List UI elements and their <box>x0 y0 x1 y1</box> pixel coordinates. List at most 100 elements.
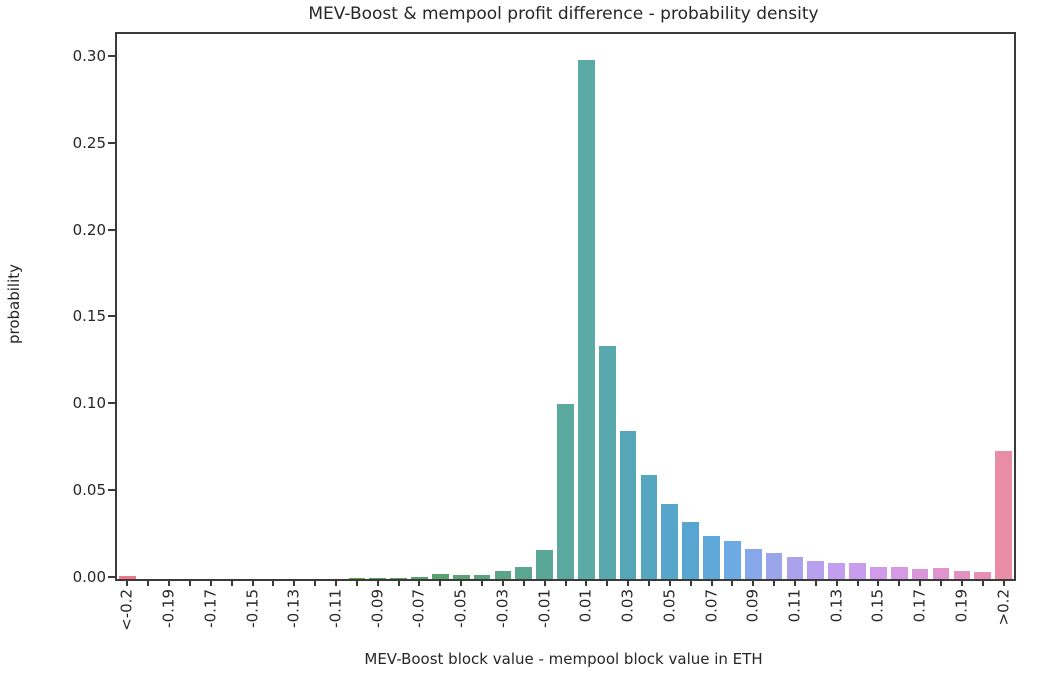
bar-0.06 <box>682 521 699 579</box>
x-tick-mark <box>585 579 588 586</box>
y-tick-mark <box>108 402 115 405</box>
plot-area <box>115 32 1016 581</box>
x-tick-mark <box>189 579 191 586</box>
bar->0.2 <box>995 450 1012 579</box>
x-tick-label: 0.13 <box>827 589 846 623</box>
bar--0.03 <box>494 571 512 579</box>
x-tick-mark <box>460 579 463 586</box>
x-tick-label: -0.05 <box>451 589 470 628</box>
y-tick-label: 0.15 <box>72 307 106 326</box>
bar-0.07 <box>703 535 720 579</box>
x-tick-mark <box>960 579 963 586</box>
bar--0.01 <box>536 549 553 579</box>
chart-title: MEV-Boost & mempool profit difference - … <box>308 4 819 24</box>
y-tick-mark <box>108 576 115 578</box>
x-tick-label: 0.03 <box>618 589 637 623</box>
bar-0.12 <box>807 560 825 579</box>
x-tick-label: -0.17 <box>201 589 220 628</box>
x-tick-mark <box>543 579 546 586</box>
bar-0.05 <box>661 504 679 579</box>
x-axis-label: MEV-Boost block value - mempool block va… <box>364 650 763 668</box>
y-tick-label: 0.10 <box>72 394 106 413</box>
x-tick-mark <box>939 579 942 586</box>
y-tick-label: 0.20 <box>72 220 106 239</box>
x-tick-label: -0.09 <box>368 589 387 628</box>
x-tick-mark <box>606 579 609 586</box>
bar-0.15 <box>870 566 887 579</box>
x-tick-mark <box>439 579 442 586</box>
x-tick-label: 0.15 <box>868 589 887 623</box>
x-tick-mark <box>522 579 525 586</box>
x-tick-mark <box>168 579 171 586</box>
x-tick-mark <box>710 579 713 586</box>
bar--0.02 <box>515 566 533 579</box>
x-tick-mark <box>668 579 671 586</box>
bar-0.11 <box>786 557 804 579</box>
y-tick-mark <box>108 141 115 144</box>
bar-0.2 <box>974 572 992 579</box>
x-tick-label: -0.15 <box>243 589 262 628</box>
x-tick-mark <box>793 579 796 586</box>
x-tick-mark <box>647 579 650 586</box>
x-tick-mark <box>209 579 212 586</box>
y-tick-mark <box>108 54 115 57</box>
x-tick-mark <box>752 579 755 586</box>
bar--0.06 <box>431 573 449 579</box>
x-tick-label: -0.03 <box>493 589 512 628</box>
x-tick-mark <box>376 579 379 586</box>
bars-layer <box>117 34 1014 579</box>
bar-0.16 <box>890 566 908 579</box>
y-axis-label: probability <box>5 263 23 345</box>
x-tick-mark <box>877 579 880 586</box>
bar-0.09 <box>744 548 762 579</box>
x-tick-mark <box>272 579 275 586</box>
bar-0.13 <box>828 563 846 579</box>
bar-<-0.2 <box>119 575 136 579</box>
x-tick-mark <box>293 579 296 586</box>
x-tick-mark <box>501 579 504 586</box>
bar--0.1 <box>348 578 366 579</box>
x-tick-mark <box>773 579 776 586</box>
x-tick-mark <box>397 579 400 586</box>
x-tick-mark <box>627 579 630 586</box>
x-tick-mark <box>147 579 150 586</box>
x-tick-mark <box>731 579 734 586</box>
x-tick-label: 0.17 <box>910 589 929 623</box>
bar--0.04 <box>473 574 491 579</box>
bar--0.11 <box>327 578 345 579</box>
bar-0.1 <box>765 552 783 579</box>
y-tick-mark <box>108 228 115 231</box>
x-tick-label: -0.19 <box>159 589 178 628</box>
bar--0.07 <box>411 577 428 579</box>
x-tick-label: -0.11 <box>326 589 345 628</box>
y-tick-label: 0.05 <box>72 481 106 500</box>
x-tick-mark <box>689 579 692 586</box>
bar--0.05 <box>452 574 470 579</box>
x-tick-mark <box>981 579 984 586</box>
x-tick-mark <box>230 579 233 586</box>
x-tick-mark <box>856 579 859 586</box>
bar-0.03 <box>619 431 637 579</box>
bar-0.02 <box>598 346 616 579</box>
bar-0.01 <box>578 59 595 579</box>
x-tick-label: 0.01 <box>576 589 595 623</box>
x-tick-mark <box>314 579 317 586</box>
bar-0.19 <box>953 571 971 579</box>
x-tick-label: -0.01 <box>535 589 554 628</box>
bar--0.09 <box>369 578 387 579</box>
x-tick-mark <box>1002 579 1005 586</box>
x-tick-mark <box>564 579 567 586</box>
bar-0.17 <box>911 568 929 579</box>
x-tick-label: -0.13 <box>284 589 303 628</box>
y-tick-mark <box>108 315 115 318</box>
bar--0.12 <box>306 578 324 579</box>
x-tick-mark <box>126 579 129 586</box>
x-tick-label: 0.19 <box>952 589 971 623</box>
bar-0.08 <box>724 540 741 579</box>
x-tick-label: 0.09 <box>743 589 762 623</box>
bar-0.04 <box>640 474 658 579</box>
y-tick-label: 0.00 <box>72 568 106 586</box>
x-tick-mark <box>898 579 901 586</box>
x-tick-label: >0.2 <box>994 589 1013 626</box>
